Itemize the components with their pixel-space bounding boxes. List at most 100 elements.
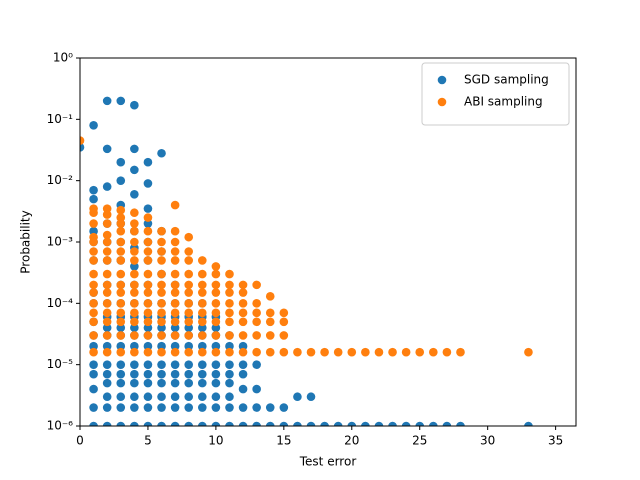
point [198, 360, 207, 369]
point [198, 308, 207, 318]
point [102, 378, 112, 388]
point [211, 308, 221, 318]
x-tick-label: 30 [480, 434, 495, 448]
point [225, 378, 234, 388]
point [89, 331, 98, 340]
point [157, 280, 166, 290]
point [130, 331, 139, 340]
point [102, 144, 112, 154]
point [198, 280, 207, 290]
point [157, 341, 166, 351]
point [116, 308, 126, 318]
point [184, 392, 194, 402]
point [170, 200, 180, 210]
point [170, 308, 180, 318]
point [89, 384, 98, 394]
point [265, 317, 275, 327]
point [157, 378, 166, 388]
point [170, 288, 180, 297]
point [143, 323, 153, 333]
point [170, 392, 180, 402]
point [116, 331, 126, 340]
point [265, 347, 275, 357]
point [170, 341, 180, 351]
point [157, 148, 166, 158]
point [116, 378, 126, 388]
point [143, 421, 153, 426]
point [157, 269, 166, 279]
point [238, 384, 248, 394]
point [116, 323, 126, 333]
point [89, 269, 98, 279]
point [238, 421, 248, 426]
point [374, 421, 384, 426]
point [265, 421, 275, 426]
point [116, 403, 126, 412]
point [157, 369, 166, 379]
legend-label: SGD sampling [464, 73, 549, 87]
point [524, 347, 533, 357]
point [225, 369, 234, 379]
point [116, 347, 126, 357]
point [211, 421, 221, 426]
point [333, 421, 343, 426]
point [102, 280, 112, 290]
point [130, 262, 139, 271]
y-axis-label: Probability [19, 210, 33, 273]
point [89, 120, 98, 130]
point [293, 421, 302, 426]
point [170, 226, 180, 236]
point [143, 331, 153, 340]
point [238, 369, 248, 379]
point [225, 360, 234, 369]
point [198, 378, 207, 388]
point [184, 256, 194, 265]
point [184, 280, 194, 290]
point [130, 421, 139, 426]
point [157, 299, 166, 308]
point [225, 308, 234, 318]
point [130, 280, 139, 290]
point [102, 403, 112, 412]
plot-area [80, 96, 533, 426]
point [252, 308, 261, 318]
point [116, 247, 126, 256]
point [333, 347, 343, 357]
point [170, 323, 180, 333]
point [265, 331, 275, 340]
point [252, 384, 261, 394]
point [116, 280, 126, 290]
point [198, 347, 207, 357]
point [157, 323, 166, 333]
point [238, 403, 248, 412]
point [116, 157, 126, 167]
point [102, 369, 112, 379]
point [429, 347, 438, 357]
point [130, 403, 139, 412]
point [211, 331, 221, 340]
point [116, 256, 126, 265]
point [116, 213, 126, 222]
point [198, 341, 207, 351]
point [143, 378, 153, 388]
point [89, 308, 98, 318]
point [143, 392, 153, 402]
point [170, 247, 180, 256]
legend-box [421, 62, 570, 126]
point [102, 347, 112, 357]
point [238, 308, 248, 318]
point [225, 288, 234, 297]
point [102, 219, 112, 228]
point [170, 331, 180, 340]
point [102, 323, 112, 333]
point [157, 347, 166, 357]
point [265, 292, 275, 301]
point [170, 403, 180, 412]
point [102, 269, 112, 279]
point [130, 247, 139, 256]
point [170, 317, 180, 327]
point [157, 403, 166, 412]
point [89, 299, 98, 308]
point [89, 403, 98, 412]
point [130, 288, 139, 297]
